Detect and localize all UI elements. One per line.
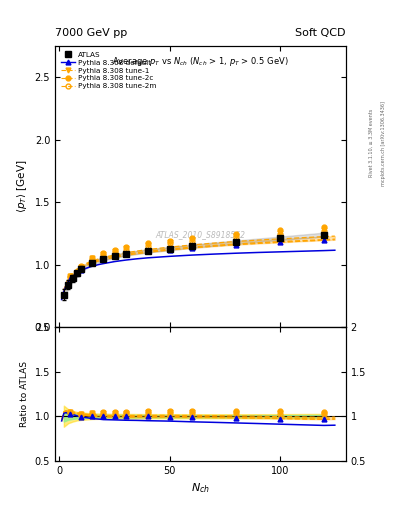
Text: ATLAS_2010_S8918562: ATLAS_2010_S8918562: [155, 230, 246, 239]
Text: Average $p_T$ vs $N_{ch}$ ($N_{ch}$ > 1, $p_T$ > 0.5 GeV): Average $p_T$ vs $N_{ch}$ ($N_{ch}$ > 1,…: [112, 54, 289, 68]
Text: Rivet 3.1.10, ≥ 3.3M events: Rivet 3.1.10, ≥ 3.3M events: [369, 109, 374, 178]
Text: mcplots.cern.ch [arXiv:1306.3436]: mcplots.cern.ch [arXiv:1306.3436]: [381, 101, 386, 186]
Legend: ATLAS, Pythia 8.308 default, Pythia 8.308 tune-1, Pythia 8.308 tune-2c, Pythia 8: ATLAS, Pythia 8.308 default, Pythia 8.30…: [59, 50, 159, 92]
Y-axis label: $\langle p_T \rangle$ [GeV]: $\langle p_T \rangle$ [GeV]: [15, 160, 29, 214]
Text: Soft QCD: Soft QCD: [296, 28, 346, 38]
X-axis label: $N_{ch}$: $N_{ch}$: [191, 481, 210, 495]
Text: 7000 GeV pp: 7000 GeV pp: [55, 28, 127, 38]
Y-axis label: Ratio to ATLAS: Ratio to ATLAS: [20, 361, 29, 427]
